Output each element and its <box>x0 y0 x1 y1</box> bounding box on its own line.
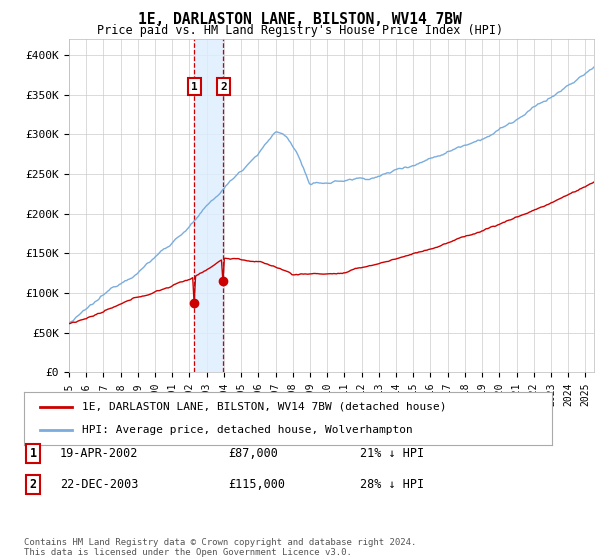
Text: 1: 1 <box>29 447 37 460</box>
Text: Price paid vs. HM Land Registry's House Price Index (HPI): Price paid vs. HM Land Registry's House … <box>97 24 503 36</box>
Text: 28% ↓ HPI: 28% ↓ HPI <box>360 478 424 491</box>
Text: £115,000: £115,000 <box>228 478 285 491</box>
Text: 2: 2 <box>29 478 37 491</box>
Text: 19-APR-2002: 19-APR-2002 <box>60 447 139 460</box>
Text: 1: 1 <box>191 82 198 92</box>
Text: £87,000: £87,000 <box>228 447 278 460</box>
Text: 2: 2 <box>220 82 227 92</box>
Text: Contains HM Land Registry data © Crown copyright and database right 2024.
This d: Contains HM Land Registry data © Crown c… <box>24 538 416 557</box>
Text: 1E, DARLASTON LANE, BILSTON, WV14 7BW (detached house): 1E, DARLASTON LANE, BILSTON, WV14 7BW (d… <box>82 402 446 412</box>
Text: 21% ↓ HPI: 21% ↓ HPI <box>360 447 424 460</box>
Text: 22-DEC-2003: 22-DEC-2003 <box>60 478 139 491</box>
Bar <box>194 39 223 372</box>
Text: HPI: Average price, detached house, Wolverhampton: HPI: Average price, detached house, Wolv… <box>82 425 413 435</box>
Text: 1E, DARLASTON LANE, BILSTON, WV14 7BW: 1E, DARLASTON LANE, BILSTON, WV14 7BW <box>138 12 462 27</box>
